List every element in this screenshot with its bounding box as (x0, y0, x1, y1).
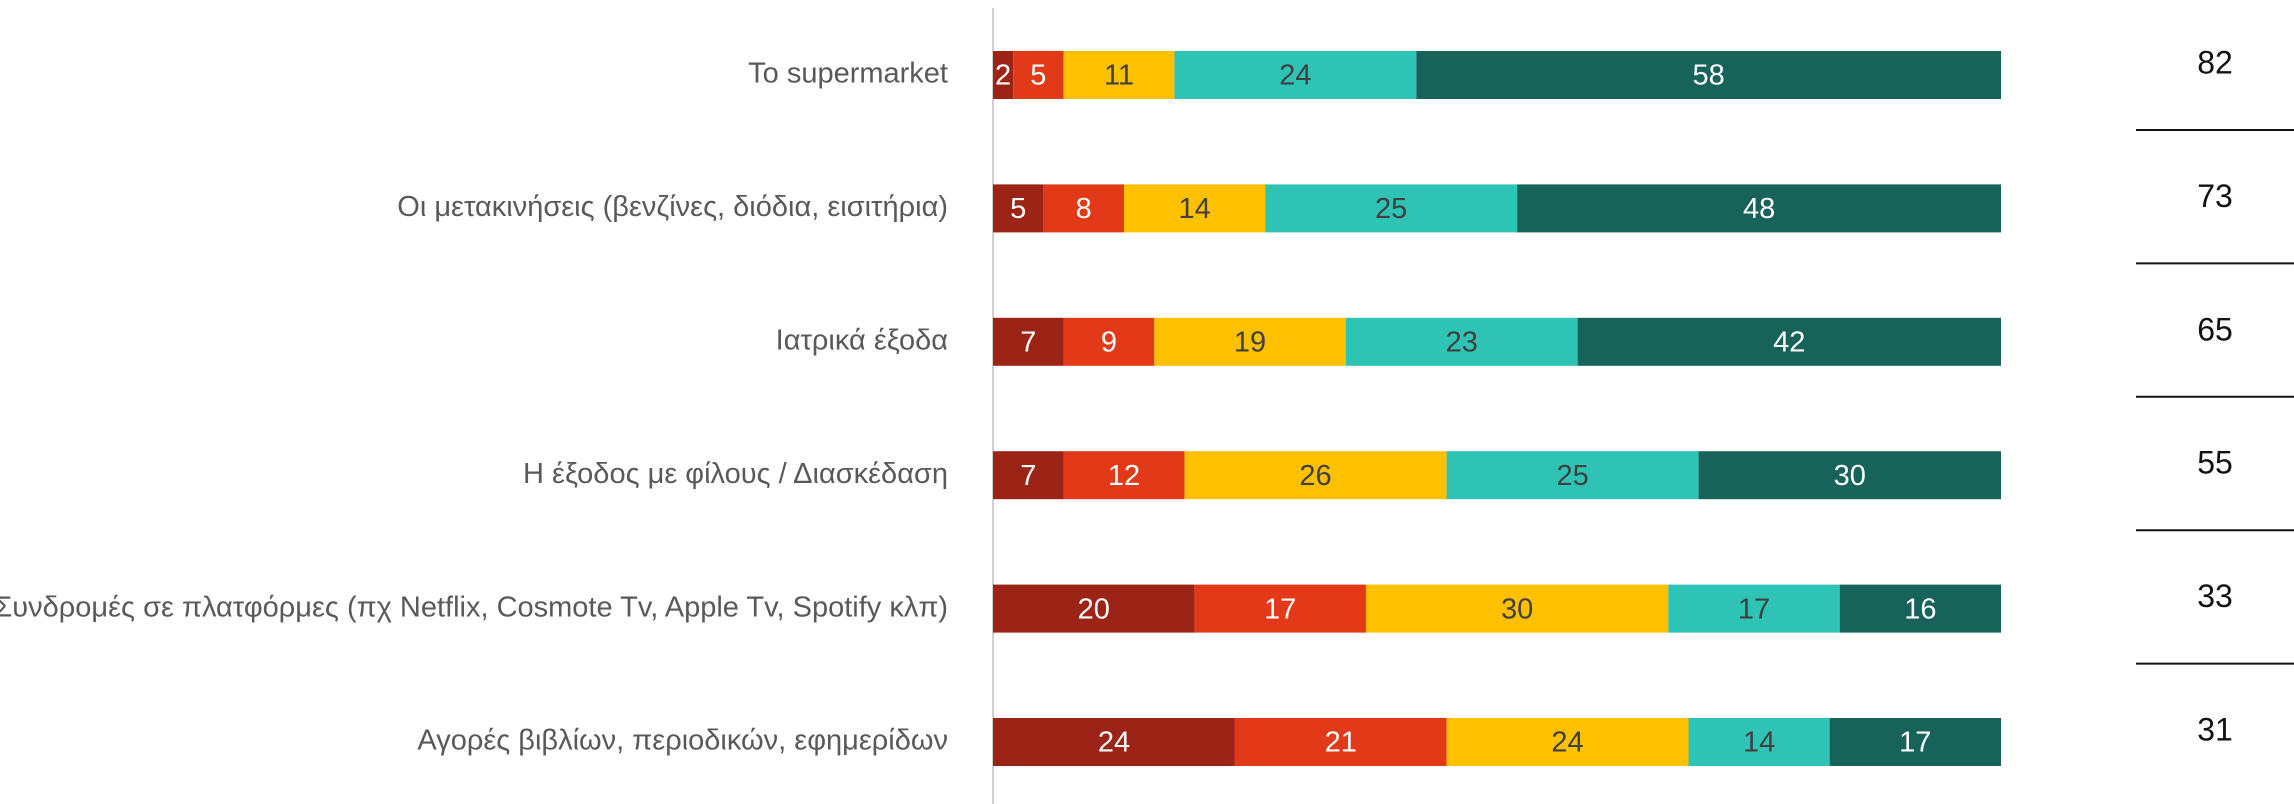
data-label: 20 (1078, 593, 1110, 625)
total-label: 65 (2197, 311, 2233, 347)
category-label: Αγορές βιβλίων, περιοδικών, εφημερίδων (417, 725, 948, 757)
data-label: 26 (1299, 460, 1331, 492)
bar-segment (1668, 584, 1840, 633)
data-label: 14 (1178, 193, 1210, 225)
total-label: 33 (2197, 578, 2233, 614)
bar-segment (1688, 718, 1830, 766)
total-label: 55 (2197, 445, 2233, 481)
bar-segment (1416, 51, 2001, 99)
data-label: 30 (1834, 460, 1866, 492)
data-label: 23 (1446, 326, 1478, 358)
data-label: 8 (1076, 193, 1092, 225)
data-label: 21 (1325, 727, 1357, 759)
data-label: 58 (1693, 60, 1725, 92)
bar-segment (1839, 584, 2001, 633)
data-label: 5 (1030, 60, 1046, 92)
data-label: 17 (1264, 593, 1296, 625)
bar-segment (993, 451, 1064, 500)
bar-segment (993, 584, 1195, 633)
bar-segment (1174, 51, 1417, 99)
category-label: Οι μετακινήσεις (βενζίνες, διόδια, εισιτ… (397, 191, 948, 223)
bar-segment (1517, 184, 2001, 233)
bar-segment (1194, 584, 1366, 633)
bar-segment (1446, 718, 1689, 766)
bar-segment (1698, 451, 2001, 500)
bar-segment (1124, 184, 1266, 233)
total-label: 31 (2197, 711, 2233, 747)
bar-segment (993, 51, 1014, 99)
category-label: Ιατρικά έξοδα (776, 324, 948, 356)
bar-segment (1265, 184, 1518, 233)
bar-segment (1013, 51, 1064, 99)
bar-segment (993, 184, 1044, 233)
data-label: 16 (1904, 593, 1936, 625)
bar-segment (1043, 184, 1125, 233)
data-label: 25 (1375, 193, 1407, 225)
bar-segment (1446, 451, 1699, 500)
bar-segment (1154, 317, 1346, 366)
category-label: Συνδρομές σε πλατφόρμες (πχ Netflix, Cos… (0, 591, 948, 623)
bar-segment (1345, 317, 1578, 366)
bar-segment (1063, 451, 1185, 500)
total-label: 82 (2197, 44, 2233, 80)
data-label: 24 (1098, 727, 1130, 759)
data-label: 30 (1501, 593, 1533, 625)
data-label: 24 (1279, 60, 1311, 92)
bar-segment (1063, 51, 1175, 99)
data-label: 7 (1020, 460, 1036, 492)
data-label: 2 (995, 60, 1011, 92)
data-label: 5 (1010, 193, 1026, 225)
data-label: 25 (1556, 460, 1588, 492)
bar-segment (1577, 317, 2001, 366)
data-label: 17 (1899, 727, 1931, 759)
bar-segment (1234, 718, 1447, 766)
data-label: 7 (1020, 326, 1036, 358)
data-label: 48 (1743, 193, 1775, 225)
data-label: 19 (1234, 326, 1266, 358)
data-label: 42 (1773, 326, 1805, 358)
category-label: Η έξοδος με φίλους / Διασκέδαση (523, 458, 948, 490)
category-label: Το supermarket (748, 58, 948, 90)
total-label: 73 (2197, 178, 2233, 214)
bar-segment (1184, 451, 1447, 500)
data-label: 9 (1101, 326, 1117, 358)
bar-segment (1063, 317, 1155, 366)
data-label: 12 (1108, 460, 1140, 492)
data-label: 24 (1551, 727, 1583, 759)
bar-segment (1365, 584, 1669, 633)
bar-segment (993, 317, 1064, 366)
data-label: 14 (1743, 727, 1775, 759)
data-label: 11 (1104, 60, 1134, 92)
data-label: 17 (1738, 593, 1770, 625)
bar-segment (1829, 718, 2001, 766)
bar-segment (993, 718, 1235, 766)
